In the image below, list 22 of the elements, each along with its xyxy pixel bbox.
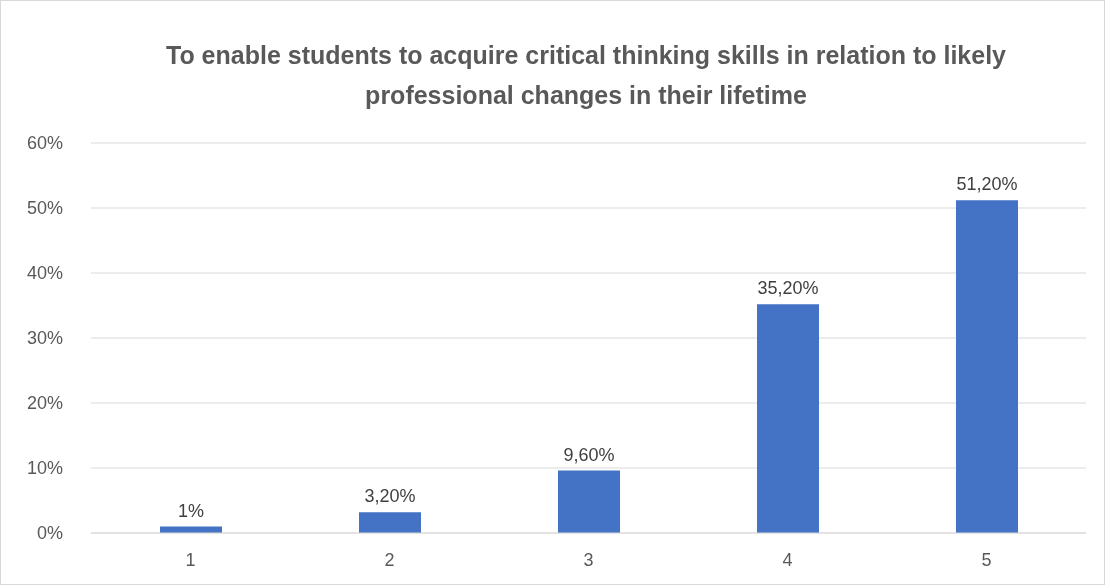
x-tick-label: 3 bbox=[583, 549, 594, 570]
x-tick-label: 2 bbox=[384, 549, 395, 570]
data-label: 1% bbox=[177, 500, 205, 521]
y-tick-label: 50% bbox=[26, 198, 63, 219]
bar bbox=[359, 512, 421, 533]
y-tick-label: 20% bbox=[26, 393, 63, 414]
y-tick-label: 60% bbox=[26, 133, 63, 154]
bar bbox=[956, 200, 1018, 533]
data-label: 51,20% bbox=[956, 174, 1018, 195]
y-tick-label: 0% bbox=[36, 523, 63, 544]
chart-title: To enable students to acquire critical thinking skills in relation to likely professional changes in their lifetime bbox=[165, 40, 1007, 111]
x-tick-label: 4 bbox=[782, 549, 793, 570]
x-tick-label: 5 bbox=[981, 549, 992, 570]
data-label: 3,20% bbox=[364, 486, 416, 507]
y-tick-label: 10% bbox=[26, 458, 63, 479]
data-label: 9,60% bbox=[563, 444, 615, 465]
bar bbox=[558, 470, 620, 533]
bar bbox=[757, 304, 819, 533]
y-tick-label: 40% bbox=[26, 263, 63, 284]
data-label: 35,20% bbox=[757, 278, 819, 299]
x-tick-label: 1 bbox=[185, 549, 196, 570]
y-tick-label: 30% bbox=[26, 328, 63, 349]
